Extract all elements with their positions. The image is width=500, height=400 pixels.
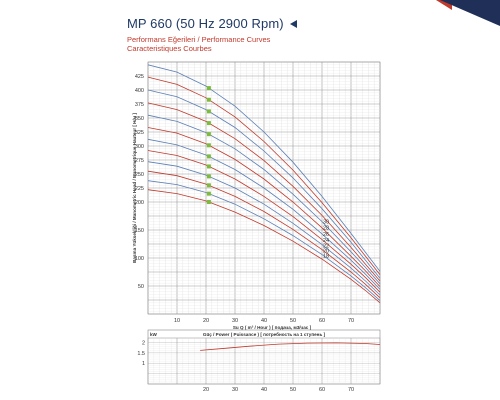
performance-curve xyxy=(147,150,381,293)
power-x-tick-label: 60 xyxy=(319,387,325,393)
performance-curve xyxy=(147,170,381,299)
curve-stage-label: 30 xyxy=(323,219,329,225)
duty-point-marker xyxy=(206,164,211,169)
y-tick-label: 325 xyxy=(135,130,144,136)
title-row: MP 660 (50 Hz 2900 Rpm) xyxy=(127,16,297,31)
power-y-tick-label: 1.5 xyxy=(137,351,145,357)
performance-curve xyxy=(147,180,381,301)
power-y-tick-label: 2 xyxy=(142,340,145,346)
main-grid xyxy=(147,61,381,315)
performance-curve xyxy=(147,127,381,287)
y-axis-label: Basma Yüksekliği / Manometric Head / Man… xyxy=(132,113,137,263)
y-tick-label: 200 xyxy=(135,200,144,206)
performance-curve xyxy=(147,189,381,304)
curve-stage-label: 22 xyxy=(323,244,329,250)
y-tick-label: 150 xyxy=(135,228,144,234)
curve-stage-label: 20 xyxy=(323,249,329,255)
duty-point-marker xyxy=(206,121,211,126)
duty-point-marker xyxy=(206,200,211,204)
curve-stage-label: 24 xyxy=(323,238,329,244)
y-tick-label: 275 xyxy=(135,158,144,164)
duty-point-marker xyxy=(206,86,211,91)
duty-point-marker xyxy=(206,143,211,148)
corner-accent-dark xyxy=(440,0,500,26)
x-tick-label: 10 xyxy=(174,318,180,324)
curve-stage-label: 28 xyxy=(323,226,329,232)
power-grid xyxy=(147,338,381,385)
power-chart-title: Güç / Power ( Puissance ) [ потребность … xyxy=(203,331,326,337)
power-x-tick-label: 20 xyxy=(203,387,209,393)
curve-stage-label: 26 xyxy=(323,232,329,238)
y-tick-label: 350 xyxy=(135,116,144,122)
duty-point-marker xyxy=(206,174,211,179)
power-x-tick-label: 40 xyxy=(261,387,267,393)
y-tick-label: 225 xyxy=(135,186,144,192)
page-title: MP 660 (50 Hz 2900 Rpm) xyxy=(127,16,284,31)
subtitle-line-3: Caracteristiques Courbes xyxy=(127,44,212,53)
performance-curve xyxy=(147,102,381,282)
y-tick-label: 250 xyxy=(135,172,144,178)
power-x-tick-label: 70 xyxy=(348,387,354,393)
y-tick-label: 100 xyxy=(135,256,144,262)
y-tick-label: 50 xyxy=(138,284,144,290)
power-x-tick-label: 50 xyxy=(290,387,296,393)
x-tick-label: 70 xyxy=(348,318,354,324)
duty-point-marker xyxy=(206,97,211,102)
subtitle-line-1: Performans Eğerileri / Performance Curve… xyxy=(127,35,271,44)
power-curve xyxy=(200,342,381,351)
duty-point-marker xyxy=(206,154,211,159)
triangle-left-icon xyxy=(289,19,297,28)
curve-stage-label: 18 xyxy=(323,254,329,260)
performance-curve xyxy=(147,76,381,276)
duty-point-marker xyxy=(206,109,211,114)
performance-curve xyxy=(147,64,381,272)
power-y-tick-label: 1 xyxy=(142,361,145,367)
y-tick-label: 400 xyxy=(135,88,144,94)
x-tick-label: 50 xyxy=(290,318,296,324)
y-tick-label: 300 xyxy=(135,144,144,150)
power-y-unit-label: kW xyxy=(150,332,158,337)
duty-point-marker xyxy=(206,191,211,196)
duty-point-marker xyxy=(206,132,211,137)
performance-curve xyxy=(147,161,381,296)
x-tick-label: 60 xyxy=(319,318,325,324)
power-x-tick-label: 30 xyxy=(232,387,238,393)
x-tick-label: 40 xyxy=(261,318,267,324)
performance-curve xyxy=(147,89,381,279)
duty-point-marker xyxy=(206,183,211,188)
x-axis-label: Su Q ( m³ / Hour ) [ подача, м3/час ] xyxy=(233,325,312,330)
x-tick-label: 20 xyxy=(203,318,209,324)
performance-curve xyxy=(147,138,381,290)
performance-curve xyxy=(147,114,381,285)
x-tick-label: 30 xyxy=(232,318,238,324)
y-tick-label: 425 xyxy=(135,74,144,80)
y-tick-label: 375 xyxy=(135,102,144,108)
